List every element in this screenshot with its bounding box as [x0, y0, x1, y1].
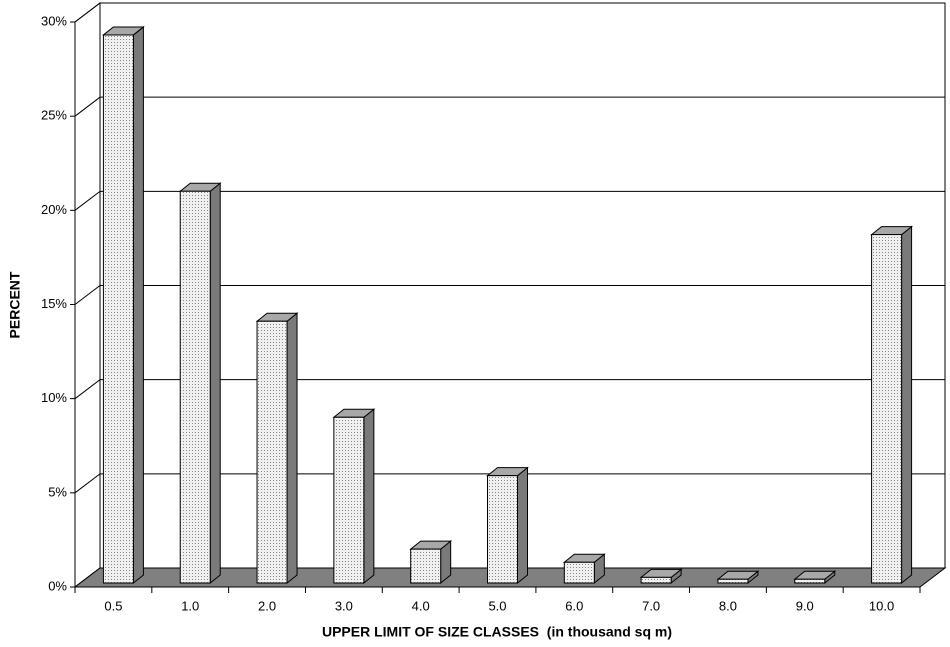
bar [793, 570, 837, 585]
y-tick-label: 30% [41, 13, 67, 28]
plot-area: 0% 5% 10% 15% 20% 25% 30% 0.5 1.0 2.0 3.0 4.0 5.0 6.0… [41, 1, 947, 613]
bar-front [256, 320, 288, 584]
bar-front [871, 234, 903, 584]
grid-line [74, 473, 945, 494]
bar-front [563, 561, 595, 584]
bar-front [410, 548, 442, 584]
x-axis-label: UPPER LIMIT OF SIZE CLASSES (in thousand… [322, 624, 672, 640]
bar-front [179, 190, 211, 584]
y-tick-label: 15% [41, 296, 67, 311]
y-tick-label: 0% [48, 578, 67, 593]
x-tick-label: 2.0 [258, 598, 276, 613]
bar-side [286, 312, 298, 585]
x-tick-label: 4.0 [412, 598, 430, 613]
bar [870, 225, 914, 585]
y-tick-label: 5% [48, 484, 67, 499]
bar [178, 182, 222, 585]
y-tick-label: 25% [41, 108, 67, 123]
y-tick-label: 10% [41, 390, 67, 405]
bar-side [363, 408, 375, 585]
x-tick-label: 7.0 [642, 598, 660, 613]
bar-side [132, 25, 144, 585]
bar-front [640, 576, 672, 584]
x-tick-label: 5.0 [488, 598, 506, 613]
bar-front [333, 416, 365, 584]
bar-front [717, 578, 749, 584]
bar-side [209, 182, 221, 585]
x-tick-label: 0.5 [104, 598, 122, 613]
grid-line [74, 285, 945, 305]
bar-front [487, 475, 518, 584]
x-tick-label: 1.0 [181, 598, 199, 613]
bar [101, 25, 145, 585]
grid-line [74, 190, 945, 211]
bar [409, 540, 453, 585]
bar-front [794, 578, 826, 584]
bar [562, 553, 606, 585]
bar-front [102, 34, 134, 584]
grid-line [74, 96, 945, 117]
grid-line [74, 379, 945, 400]
bar [639, 568, 683, 585]
bar-side [517, 466, 528, 585]
grid-line [74, 2, 945, 23]
x-tick-label: 3.0 [335, 598, 353, 613]
x-tick-label: 9.0 [796, 598, 814, 613]
bar [332, 408, 376, 585]
y-tick-label: 20% [41, 202, 67, 217]
bar [716, 570, 760, 585]
y-axis-label: PERCENT [7, 271, 23, 338]
bar [255, 312, 299, 585]
x-tick-label: 6.0 [565, 598, 583, 613]
x-tick-label: 8.0 [719, 598, 737, 613]
bar-side [901, 225, 913, 585]
bar [486, 466, 529, 585]
x-tick-label: 10.0 [869, 598, 894, 613]
